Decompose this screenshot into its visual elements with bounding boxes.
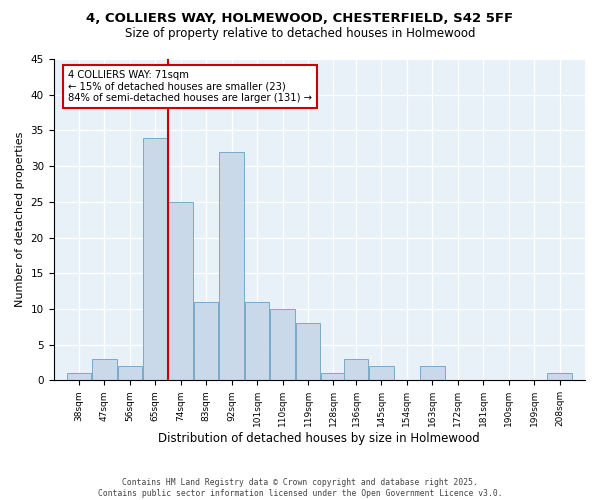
Bar <box>321 373 346 380</box>
Bar <box>420 366 445 380</box>
Bar <box>547 373 572 380</box>
Bar <box>169 202 193 380</box>
Bar <box>67 373 91 380</box>
Y-axis label: Number of detached properties: Number of detached properties <box>15 132 25 308</box>
Bar <box>344 359 368 380</box>
Bar <box>220 152 244 380</box>
Bar <box>194 302 218 380</box>
Text: Contains HM Land Registry data © Crown copyright and database right 2025.
Contai: Contains HM Land Registry data © Crown c… <box>98 478 502 498</box>
Bar <box>245 302 269 380</box>
Bar <box>143 138 167 380</box>
X-axis label: Distribution of detached houses by size in Holmewood: Distribution of detached houses by size … <box>158 432 480 445</box>
Bar <box>118 366 142 380</box>
Bar <box>369 366 394 380</box>
Bar <box>296 323 320 380</box>
Text: 4, COLLIERS WAY, HOLMEWOOD, CHESTERFIELD, S42 5FF: 4, COLLIERS WAY, HOLMEWOOD, CHESTERFIELD… <box>86 12 514 26</box>
Text: 4 COLLIERS WAY: 71sqm
← 15% of detached houses are smaller (23)
84% of semi-deta: 4 COLLIERS WAY: 71sqm ← 15% of detached … <box>68 70 311 103</box>
Bar <box>270 309 295 380</box>
Text: Size of property relative to detached houses in Holmewood: Size of property relative to detached ho… <box>125 28 475 40</box>
Bar <box>92 359 117 380</box>
